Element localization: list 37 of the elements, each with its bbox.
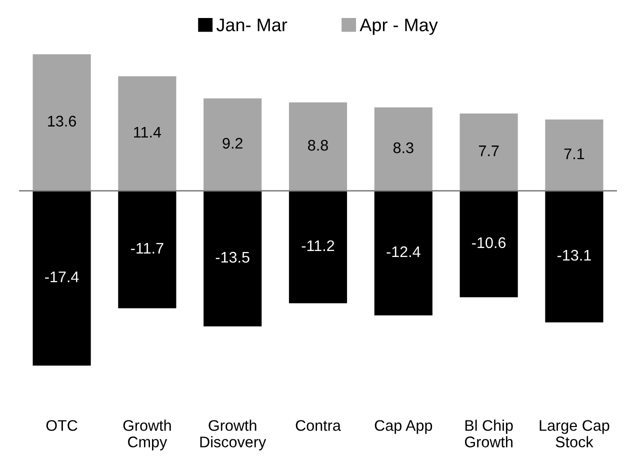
data-label: -13.5 [216, 252, 250, 263]
x-tick-label: Bl Chip Growth [464, 420, 513, 448]
bar [32, 54, 91, 191]
bar [545, 190, 604, 322]
data-label: -10.6 [472, 237, 506, 248]
data-label: 8.3 [393, 142, 414, 154]
bar [374, 190, 432, 316]
x-tick-label: Large Cap Stock [540, 420, 610, 448]
bar [32, 190, 91, 366]
data-label: 13.6 [48, 116, 76, 127]
bar [460, 113, 518, 191]
x-tick-label: Growth Cmpy [123, 420, 171, 450]
x-tick-label: Cap App [374, 420, 432, 434]
bar [288, 190, 348, 304]
bar [118, 76, 176, 191]
data-label: -17.4 [45, 272, 79, 282]
bar [460, 190, 518, 298]
bar [118, 190, 176, 308]
bar [288, 102, 348, 191]
data-label: -11.7 [131, 242, 164, 254]
bar [204, 190, 262, 326]
x-tick-label: Contra [296, 420, 341, 431]
bar [204, 98, 262, 191]
data-label: 8.8 [308, 140, 328, 151]
data-label: -12.4 [386, 246, 420, 258]
bar [374, 107, 432, 191]
data-label: -13.1 [557, 250, 591, 261]
x-tick-label: OTC [46, 420, 78, 431]
data-label: -11.2 [302, 240, 334, 251]
data-label: 7.7 [478, 146, 499, 156]
legend-label: Jan- Mar [216, 18, 288, 32]
bar [545, 119, 604, 191]
data-label: 11.4 [134, 126, 162, 138]
x-tick-label: Growth Discovery [200, 420, 266, 450]
data-label: 9.2 [222, 138, 242, 149]
legend-label: Apr - May [360, 18, 438, 35]
data-label: 7.1 [564, 148, 584, 160]
